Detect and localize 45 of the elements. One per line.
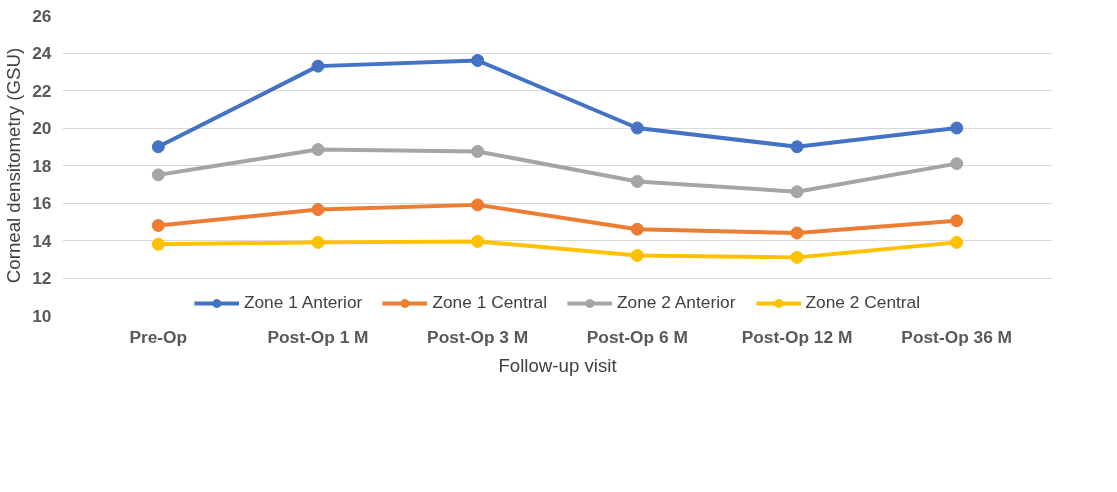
point xyxy=(950,235,964,249)
y-tick-label: 22 xyxy=(32,80,52,101)
y-tick-label: 20 xyxy=(32,118,52,138)
x-axis-title: Follow-up visit xyxy=(498,354,618,376)
point xyxy=(471,234,485,248)
point xyxy=(311,59,325,73)
y-tick-label: 26 xyxy=(32,5,52,26)
x-tick-label: Post-Op 3 M xyxy=(427,326,529,347)
legend-label: Zone 2 Central xyxy=(805,292,921,313)
point xyxy=(630,249,644,262)
y-tick-label: 10 xyxy=(32,305,52,326)
y-tick-label: 16 xyxy=(32,193,52,213)
point xyxy=(950,121,964,135)
point xyxy=(790,140,804,154)
point xyxy=(151,219,165,232)
legend-label: Zone 1 Anterior xyxy=(243,292,363,313)
x-tick-label: Post-Op 6 M xyxy=(586,326,688,347)
point xyxy=(790,185,804,199)
point xyxy=(950,157,964,171)
point xyxy=(471,54,485,67)
point xyxy=(151,237,165,251)
x-tick-label: Post-Op 12 M xyxy=(741,326,853,347)
x-tick-label: Post-Op 36 M xyxy=(901,326,1013,347)
x-tick-label: Pre-Op xyxy=(129,326,188,347)
point xyxy=(790,250,804,264)
point xyxy=(630,174,644,188)
y-tick-label: 18 xyxy=(32,155,52,176)
point xyxy=(790,226,804,240)
x-tick-label: Post-Op 1 M xyxy=(267,326,369,347)
point xyxy=(311,235,325,249)
point xyxy=(311,143,325,157)
y-axis-title: Corneal densitometry (GSU) xyxy=(3,47,25,284)
point xyxy=(151,168,165,182)
point xyxy=(471,198,485,212)
legend-label: Zone 2 Anterior xyxy=(617,292,736,313)
point xyxy=(630,222,644,236)
y-tick-label: 14 xyxy=(32,230,52,251)
legend-label: Zone 1 Central xyxy=(432,292,547,313)
point xyxy=(630,121,644,135)
y-tick-label: 12 xyxy=(32,268,52,288)
point xyxy=(950,214,964,228)
point xyxy=(471,144,485,158)
point xyxy=(151,140,165,154)
y-tick-label: 24 xyxy=(32,43,52,63)
point xyxy=(311,203,325,217)
